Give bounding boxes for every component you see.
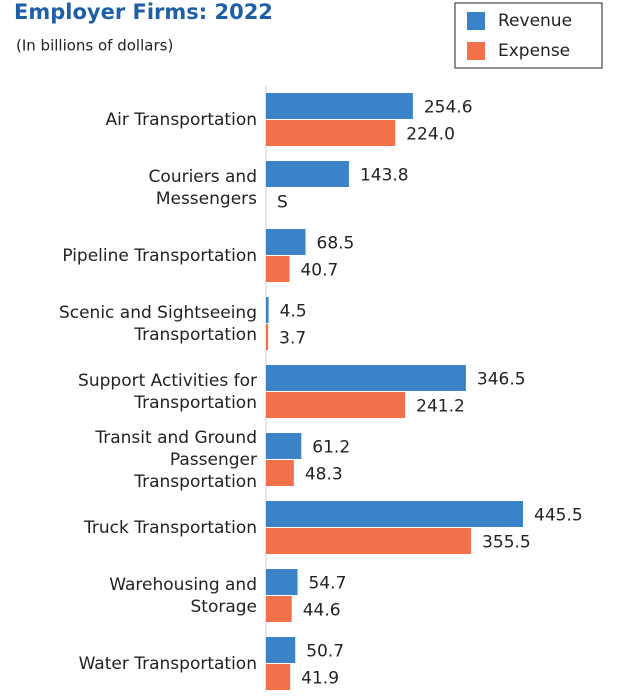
category-label: Truck Transportation: [83, 518, 257, 538]
value-label: 346.5: [477, 370, 526, 390]
category-label: Couriers and Messengers: [149, 167, 258, 209]
value-label: 241.2: [416, 397, 465, 417]
value-label: 3.7: [279, 329, 306, 349]
value-label: 355.5: [482, 533, 531, 553]
bar: [266, 501, 523, 527]
category-label: Transit and Ground Passenger Transportatio…: [94, 428, 257, 492]
value-label: 445.5: [534, 506, 583, 526]
bar: [266, 569, 298, 595]
bar: [266, 664, 291, 690]
value-label: 254.6: [424, 98, 473, 118]
bar: [266, 297, 269, 323]
legend-label: Expense: [498, 41, 570, 61]
value-label: 61.2: [312, 438, 350, 458]
legend-swatch: [467, 12, 485, 30]
legend-label: Revenue: [498, 11, 572, 31]
bar: [266, 528, 472, 554]
chart-title: Employer Firms: 2022: [14, 0, 273, 24]
bar: [266, 637, 296, 663]
category-label: Air Transportation: [106, 110, 258, 130]
value-label: 54.7: [309, 574, 347, 594]
bar: [266, 161, 349, 187]
bar: [266, 324, 269, 350]
value-label: 44.6: [303, 601, 341, 621]
bar: [266, 93, 413, 119]
value-label: 224.0: [406, 125, 455, 145]
bar: [266, 433, 302, 459]
value-label: 50.7: [306, 642, 344, 662]
value-label: 143.8: [360, 166, 409, 186]
value-label: 41.9: [301, 669, 339, 689]
category-label: Support Activities for Transportation: [78, 371, 257, 413]
bar: [266, 120, 396, 146]
value-label: 40.7: [300, 261, 338, 281]
bar: [266, 229, 306, 255]
category-label: Water Transportation: [79, 654, 257, 674]
value-label: 48.3: [305, 465, 343, 485]
value-label: 4.5: [280, 302, 307, 322]
bar: [266, 460, 294, 486]
chart-subtitle: (In billions of dollars): [16, 37, 173, 55]
value-label: 68.5: [317, 234, 355, 254]
value-label: S: [277, 193, 288, 213]
bar: [266, 596, 292, 622]
bar: [266, 392, 406, 418]
bar: [266, 256, 290, 282]
category-label: Scenic and Sightseeing Transportation: [59, 303, 257, 345]
legend-swatch: [467, 42, 485, 60]
bar: [266, 365, 466, 391]
category-label: Warehousing and Storage: [109, 575, 257, 617]
category-label: Pipeline Transportation: [62, 246, 257, 266]
